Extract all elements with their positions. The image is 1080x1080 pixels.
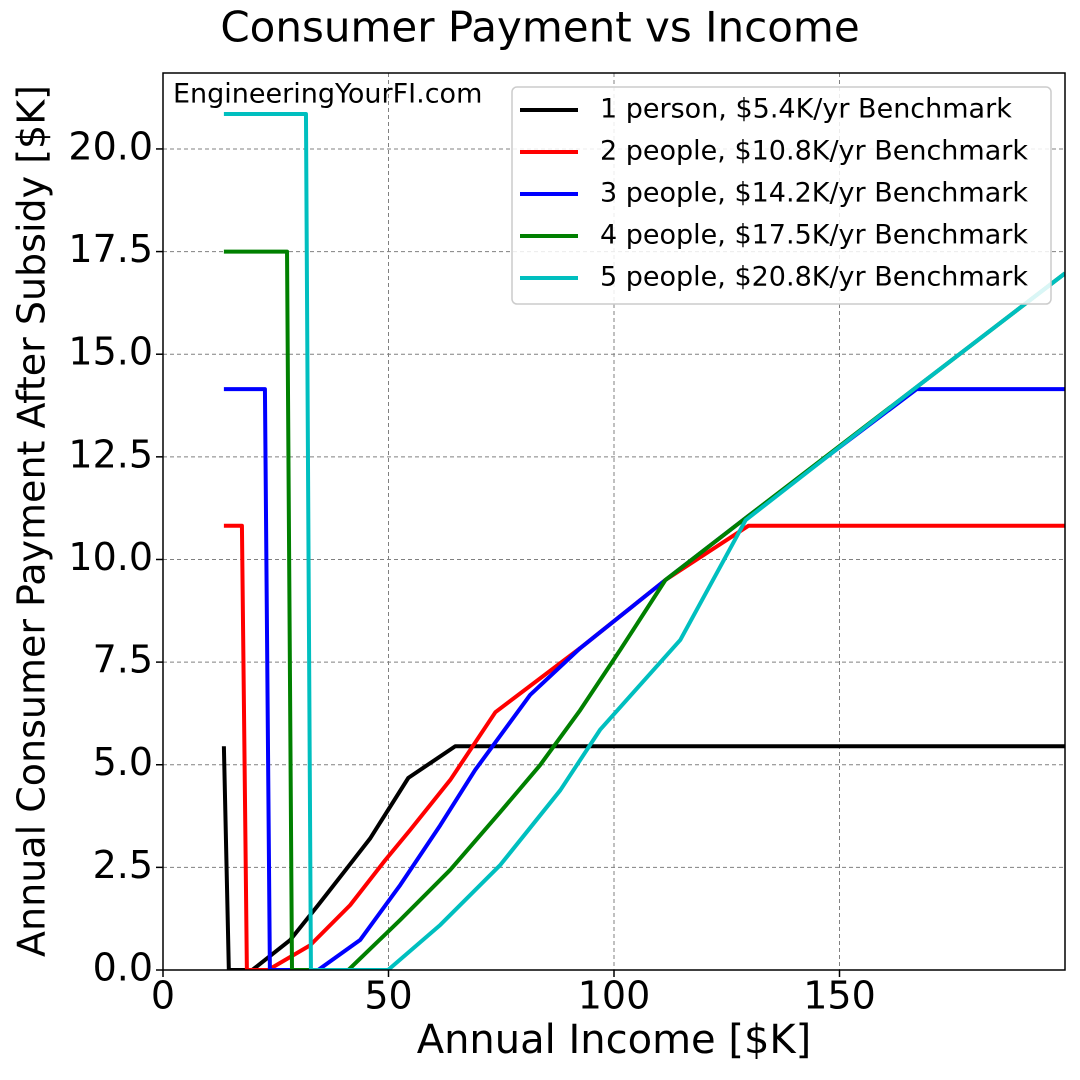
series-line (221, 744, 1065, 970)
y-tick-label: 2.5 (93, 843, 153, 887)
plot-lines (221, 112, 1065, 970)
y-tick-label: 12.5 (68, 432, 153, 476)
chart-title: Consumer Payment vs Income (220, 3, 859, 52)
x-tick-label: 100 (578, 974, 651, 1018)
x-axis-label: Annual Income [$K] (417, 1017, 812, 1063)
y-axis-label: Annual Consumer Payment After Subsidy [$… (10, 85, 54, 957)
legend-box (511, 86, 1052, 305)
y-tick-label: 7.5 (93, 638, 153, 682)
y-tick-label: 20.0 (68, 124, 153, 168)
y-tick-label: 0.0 (93, 946, 153, 990)
x-tick-label: 150 (803, 974, 876, 1018)
legend-label: 1 person, $5.4K/yr Benchmark (600, 94, 1012, 125)
legend-label: 5 people, $20.8K/yr Benchmark (600, 262, 1028, 293)
legend-label: 3 people, $14.2K/yr Benchmark (600, 178, 1028, 209)
y-tick-label: 10.0 (68, 535, 153, 579)
series-line (223, 249, 1065, 970)
legend-label: 2 people, $10.8K/yr Benchmark (600, 136, 1028, 167)
x-tick-label: 50 (364, 974, 412, 1018)
series-line (223, 112, 1065, 970)
x-tick-label: 0 (151, 974, 175, 1018)
y-tick-label: 15.0 (68, 330, 153, 374)
y-tick-label: 5.0 (93, 740, 153, 784)
y-tick-label: 17.5 (68, 227, 153, 271)
legend: 1 person, $5.4K/yr Benchmark 2 people, $1… (511, 86, 1052, 305)
annotation: EngineeringYourFI.com (173, 79, 482, 110)
legend-label: 4 people, $17.5K/yr Benchmark (600, 220, 1028, 251)
